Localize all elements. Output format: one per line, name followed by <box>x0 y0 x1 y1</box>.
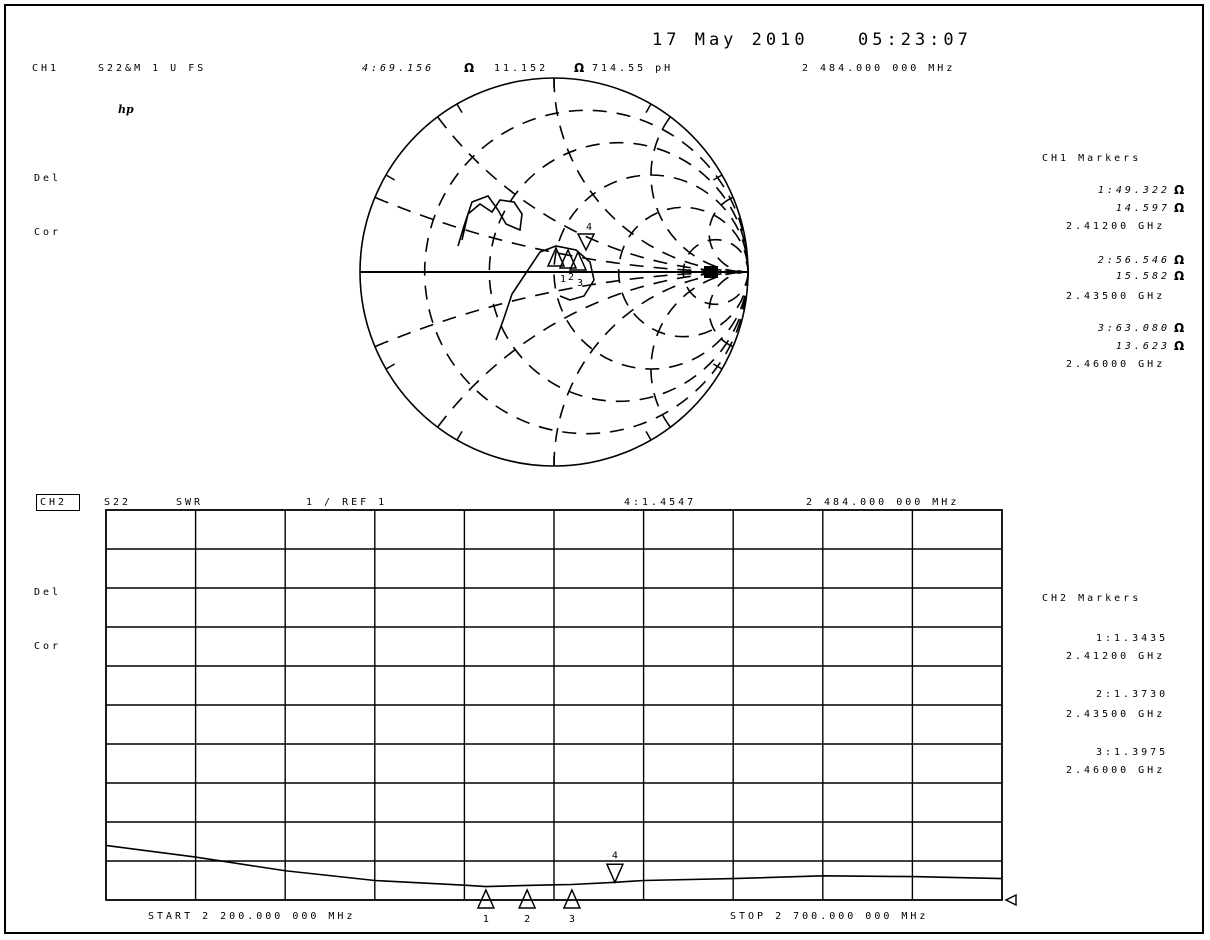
ch2-markers-title: CH2 Markers <box>1042 593 1142 604</box>
smith-tick <box>456 430 463 441</box>
smith-marker-label-3: 3 <box>577 278 583 289</box>
ch1-del: Del <box>34 173 62 184</box>
swr-marker-label-1: 1 <box>483 914 489 925</box>
ch2-format: SWR <box>176 497 204 508</box>
ohm-icon: Ω <box>1174 269 1185 283</box>
ch2-marker-3-f: 2.46000 GHz <box>1066 765 1166 776</box>
hp-logo: hp <box>118 103 134 116</box>
smith-tick <box>456 103 463 114</box>
ch2-cor: Cor <box>34 641 62 652</box>
ch2-start: START 2 200.000 000 MHz <box>148 911 356 922</box>
smith-marker-label-1: 1 <box>560 274 566 285</box>
swr-chart: 1 2 3 4 <box>105 509 1017 925</box>
ch2-del: Del <box>34 587 62 598</box>
smith-tick <box>385 174 396 181</box>
ch2-marker-readout: 4:1.4547 <box>624 497 697 508</box>
swr-marker-label-3: 3 <box>569 914 575 925</box>
ohm-icon: Ω <box>574 61 585 75</box>
ohm-icon: Ω <box>1174 253 1185 267</box>
ch2-marker-2-val: 2:1.3730 <box>1096 689 1169 700</box>
ch1-marker-3-f: 2.46000 GHz <box>1066 359 1166 370</box>
ch1-freq: 2 484.000 000 MHz <box>802 63 956 74</box>
smith-marker-1 <box>546 246 566 267</box>
ch1-marker-3-x: 13.623 <box>1115 341 1170 352</box>
smith-ref-dot <box>704 266 718 278</box>
ch2-label: CH2 <box>40 497 68 508</box>
smith-tick <box>645 430 652 441</box>
swr-marker-3 <box>562 888 582 909</box>
ohm-icon: Ω <box>1174 321 1185 335</box>
ch1-markers-title: CH1 Markers <box>1042 153 1142 164</box>
ch2-marker-2-f: 2.43500 GHz <box>1066 709 1166 720</box>
smith-tick <box>645 103 652 114</box>
ohm-icon: Ω <box>464 61 475 75</box>
smith-tick <box>385 363 396 370</box>
smith-trace-loop <box>457 195 523 247</box>
swr-marker-label-2: 2 <box>524 914 530 925</box>
swr-marker-2 <box>517 888 537 909</box>
ch1-marker-1-x: 14.597 <box>1115 203 1170 214</box>
ch2-stop: STOP 2 700.000 000 MHz <box>730 911 929 922</box>
ch1-marker-1-r: 1:49.322 <box>1097 185 1170 196</box>
ch2-marker-3-val: 3:1.3975 <box>1096 747 1169 758</box>
ch2-scale: 1 / REF 1 <box>306 497 388 508</box>
time-label: 05:23:07 <box>858 30 972 50</box>
ch1-marker-3-r: 3:63.080 <box>1097 323 1170 334</box>
smith-reactance-arc <box>437 271 749 428</box>
ch1-cor: Cor <box>34 227 62 238</box>
ohm-icon: Ω <box>1174 201 1185 215</box>
ch1-marker-2-x: 15.582 <box>1115 271 1170 282</box>
smith-resistance-circle <box>682 238 749 306</box>
ch1-marker-2-f: 2.43500 GHz <box>1066 291 1166 302</box>
ch1-marker-r: 4:69.156 <box>362 63 435 74</box>
smith-marker-label-2: 2 <box>568 272 574 283</box>
smith-marker-4 <box>576 233 596 252</box>
ch1-marker-x: 11.152 <box>494 63 549 74</box>
ohm-icon: Ω <box>1174 339 1185 353</box>
ch1-marker-2-r: 2:56.546 <box>1097 255 1170 266</box>
date-label: 17 May 2010 <box>652 30 809 50</box>
ch2-freq: 2 484.000 000 MHz <box>806 497 960 508</box>
smith-reactance-arc <box>650 271 749 428</box>
ch2-marker-1-f: 2.41200 GHz <box>1066 651 1166 662</box>
smith-reactance-arc <box>374 271 749 348</box>
swr-marker-label-4: 4 <box>612 850 618 861</box>
swr-ref-pointer <box>1004 893 1017 907</box>
smith-reactance-arc <box>650 116 749 273</box>
smith-trace-main <box>495 245 595 341</box>
smith-reactance-arc <box>437 116 749 273</box>
instrument-frame <box>4 4 1204 934</box>
swr-trace <box>105 844 1003 888</box>
ch1-param: S22&M 1 U FS <box>98 63 207 74</box>
smith-marker-label-4: 4 <box>586 222 592 233</box>
ch2-active-box <box>36 494 80 511</box>
swr-marker-4 <box>605 863 625 885</box>
ch1-marker-1-f: 2.41200 GHz <box>1066 221 1166 232</box>
ch1-label: CH1 <box>32 63 60 74</box>
swr-marker-1 <box>476 888 496 909</box>
smith-marker-2 <box>558 248 578 269</box>
ch2-param: S22 <box>104 497 132 508</box>
smith-marker-3 <box>568 250 588 271</box>
smith-reactance-arc <box>708 271 749 348</box>
ch2-marker-1-val: 1:1.3435 <box>1096 633 1169 644</box>
ch1-marker-l: 714.55 pH <box>592 63 674 74</box>
ohm-icon: Ω <box>1174 183 1185 197</box>
smith-chart: 1 23 4 <box>359 77 749 467</box>
